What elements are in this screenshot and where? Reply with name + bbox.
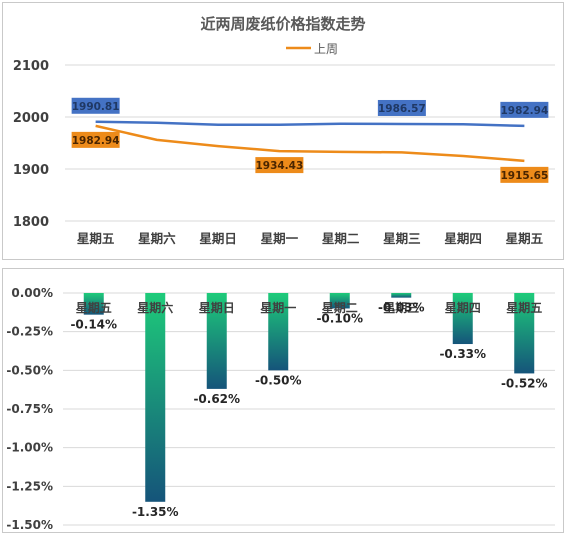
- x-tick-label: 星期五: [506, 231, 544, 246]
- x-tick-label: 星期二: [322, 231, 360, 246]
- x-tick-label: 星期二: [322, 300, 358, 315]
- y-tick-label: 1800: [13, 215, 49, 230]
- data-label-blue: 1986.57: [377, 99, 426, 116]
- data-label-text: 1982.94: [500, 105, 548, 117]
- bar-value-label: -1.35%: [132, 505, 179, 519]
- x-tick-label: 星期三: [383, 231, 421, 246]
- y-tick-label: -1.25%: [6, 479, 53, 493]
- bar: [145, 293, 166, 502]
- bar: [391, 293, 412, 298]
- data-label-text: 1990.81: [72, 101, 120, 113]
- y-tick-label: -1.00%: [6, 441, 53, 455]
- x-tick-label: 星期一: [261, 231, 299, 246]
- data-label-text: 1982.94: [72, 135, 120, 147]
- bar: [206, 293, 227, 389]
- x-tick-label: 星期五: [77, 231, 115, 246]
- line-chart-panel: 近两周废纸价格指数走势 上周 1800 1900 2000 2100 星期五 星期六 星期…: [2, 2, 564, 260]
- bar-value-label: -0.62%: [193, 392, 240, 406]
- y-tick-label: -0.25%: [6, 325, 53, 339]
- data-label-blue: 1990.81: [71, 97, 120, 114]
- legend-label: 上周: [314, 42, 338, 56]
- data-label-box: [71, 97, 120, 114]
- x-tick-label: 星期六: [138, 231, 176, 246]
- data-label-box: [377, 99, 426, 116]
- data-label-text: 1934.43: [255, 160, 303, 172]
- data-label-text: 1986.57: [378, 103, 426, 115]
- bar-value-label: -0.33%: [439, 347, 486, 361]
- data-label-orange: 1982.94: [71, 131, 120, 148]
- bar: [83, 293, 104, 315]
- bar-value-label: -0.52%: [501, 376, 548, 390]
- x-tick-label: 星期五: [506, 300, 542, 315]
- x-tick-label: 星期四: [444, 231, 482, 246]
- x-tick-label: 星期四: [445, 300, 481, 315]
- bar-chart: 0.00% -0.25% -0.50% -0.75% -1.00% -1.25% -1.50…: [6, 286, 555, 532]
- series-line-orange: [95, 124, 525, 163]
- x-tick-label: 星期六: [137, 300, 173, 315]
- data-label-orange: 1934.43: [255, 157, 304, 174]
- x-tick-label: 星期五: [76, 300, 112, 315]
- bar-value-label: -0.14%: [70, 318, 117, 332]
- y-tick-label: -0.50%: [6, 363, 53, 377]
- chart-title: 近两周废纸价格指数走势: [200, 15, 365, 33]
- data-label-box: [255, 157, 304, 174]
- data-label-box: [71, 131, 120, 148]
- bar: [329, 293, 350, 309]
- y-tick-label: 0.00%: [11, 286, 53, 300]
- x-tick-label: 星期日: [199, 231, 237, 246]
- bar: [268, 293, 289, 371]
- bar-value-label: -0.10%: [316, 311, 363, 325]
- y-tick-label: -1.50%: [6, 518, 53, 532]
- data-label-text: 1915.65: [500, 170, 548, 182]
- x-tick-label: 星期三: [383, 300, 419, 315]
- data-label-box: [500, 101, 549, 118]
- bar-value-label: -0.03%: [378, 301, 425, 315]
- y-tick-label: 2100: [13, 59, 49, 74]
- bar-value-label: -0.50%: [255, 373, 302, 387]
- y-tick-label: 1900: [13, 163, 49, 178]
- data-label-box: [500, 166, 549, 183]
- series-line-blue: [95, 120, 525, 128]
- data-label-orange: 1915.65: [500, 166, 549, 183]
- x-tick-label: 星期一: [260, 300, 296, 315]
- bar: [514, 293, 535, 374]
- y-tick-label: 2000: [13, 111, 49, 126]
- y-tick-label: -0.75%: [6, 402, 53, 416]
- line-chart: 近两周废纸价格指数走势 上周 1800 1900 2000 2100 星期五 星期六 星期…: [13, 15, 555, 246]
- x-tick-label: 星期日: [199, 300, 235, 315]
- bar: [452, 293, 473, 345]
- legend: 上周: [286, 42, 338, 56]
- data-label-blue: 1982.94: [500, 101, 549, 118]
- bar-chart-panel: 0.00% -0.25% -0.50% -0.75% -1.00% -1.25% -1.50…: [2, 268, 564, 533]
